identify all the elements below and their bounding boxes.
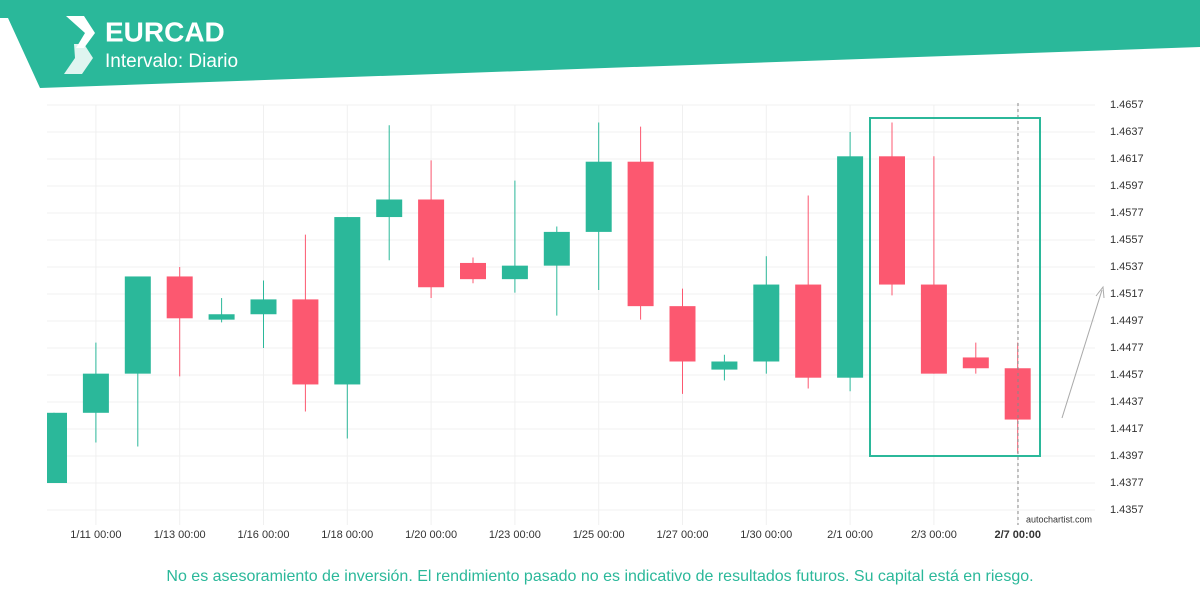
y-tick-label: 1.4357 (1110, 504, 1144, 516)
x-tick-label: 1/27 00:00 (657, 529, 709, 541)
y-tick-label: 1.4397 (1110, 450, 1144, 462)
candle-body (501, 265, 528, 280)
arrow-head (1095, 285, 1105, 299)
candle-body (418, 199, 445, 288)
candle-body (543, 231, 570, 266)
pattern-box (869, 117, 1041, 457)
x-tick-label: 1/13 00:00 (154, 529, 206, 541)
forecast-arrow (1061, 289, 1103, 419)
watermark: autochartist.com (1026, 514, 1092, 524)
y-tick-label: 1.4477 (1110, 342, 1144, 354)
candle-body (124, 276, 151, 374)
candle-body (795, 284, 822, 378)
x-tick-label: 2/1 00:00 (827, 529, 873, 541)
candle-body (879, 156, 905, 285)
candle-body (47, 412, 67, 483)
x-tick-label: 1/25 00:00 (573, 529, 625, 541)
candle-body (292, 299, 319, 385)
disclaimer: No es asesoramiento de inversión. El ren… (166, 568, 1033, 585)
subtitle: Intervalo: Diario (105, 51, 238, 72)
candle-body (250, 299, 277, 315)
y-tick-label: 1.4577 (1110, 207, 1144, 219)
y-tick-label: 1.4497 (1110, 315, 1144, 327)
y-tick-label: 1.4537 (1110, 261, 1144, 273)
y-tick-label: 1.4617 (1110, 153, 1144, 165)
candle-body (585, 161, 612, 232)
candle-body (711, 361, 738, 370)
y-tick-label: 1.4517 (1110, 288, 1144, 300)
x-tick-label: 1/23 00:00 (489, 529, 541, 541)
y-tick-label: 1.4377 (1110, 477, 1144, 489)
y-tick-label: 1.4457 (1110, 369, 1144, 381)
y-tick-label: 1.4597 (1110, 180, 1144, 192)
x-tick-label: 2/7 00:00 (994, 529, 1040, 541)
candle-body (166, 276, 193, 319)
candle-body (962, 357, 989, 369)
candle-body (753, 284, 780, 362)
logo (64, 16, 95, 74)
y-tick-label: 1.4637 (1110, 126, 1144, 138)
x-tick-label: 2/3 00:00 (911, 529, 957, 541)
candle-body (920, 284, 947, 374)
x-tick-label: 1/18 00:00 (321, 529, 373, 541)
y-tick-label: 1.4437 (1110, 396, 1144, 408)
x-tick-label: 1/20 00:00 (405, 529, 457, 541)
y-tick-label: 1.4657 (1110, 99, 1144, 111)
candle-body (669, 306, 696, 362)
x-tick-label: 1/11 00:00 (70, 529, 121, 541)
candle-body (376, 199, 403, 218)
candle-body (334, 217, 361, 385)
y-tick-label: 1.4557 (1110, 234, 1144, 246)
header-banner (0, 0, 1200, 88)
candle-body (208, 314, 235, 320)
x-tick-label: 1/30 00:00 (740, 529, 792, 541)
title: EURCAD (105, 16, 225, 47)
candle-body (627, 161, 654, 307)
candle-body (82, 373, 109, 413)
y-tick-label: 1.4417 (1110, 423, 1144, 435)
candle-body (837, 156, 864, 378)
candle-body (460, 262, 486, 280)
x-tick-label: 1/16 00:00 (238, 529, 290, 541)
